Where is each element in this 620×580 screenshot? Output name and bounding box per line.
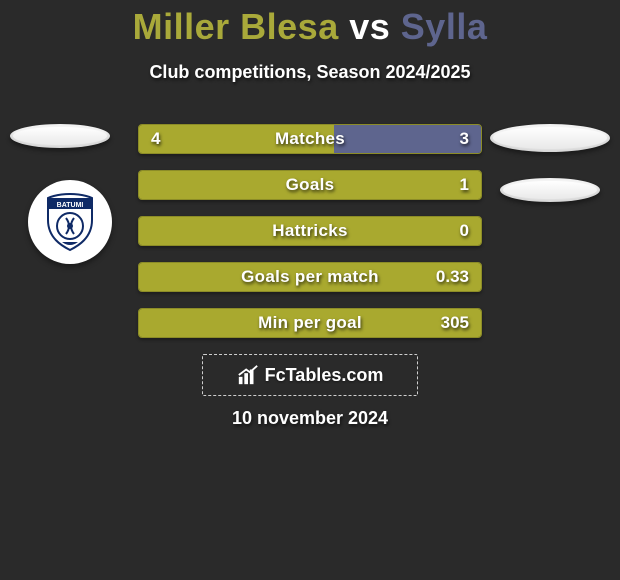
placeholder-ellipse — [10, 124, 110, 148]
stat-row: Goals per match0.33 — [138, 262, 482, 292]
stat-label: Hattricks — [139, 217, 481, 245]
club-crest-badge: BATUMI — [28, 180, 112, 264]
svg-text:BATUMI: BATUMI — [57, 202, 84, 209]
stat-label: Min per goal — [139, 309, 481, 337]
stat-row: Hattricks0 — [138, 216, 482, 246]
stat-row: Matches4 3 — [138, 124, 482, 154]
stat-row: Goals1 — [138, 170, 482, 200]
stat-row: Min per goal305 — [138, 308, 482, 338]
comparison-bars: Matches4 3 Goals1 Hattricks0 Goals per match… — [138, 124, 482, 354]
season-subtitle: Club competitions, Season 2024/2025 — [0, 62, 620, 83]
stat-value-player2: 1 — [460, 171, 469, 199]
player2-name: Sylla — [401, 6, 488, 47]
comparison-title: Miller Blesa vs Sylla — [0, 0, 620, 48]
stat-label: Goals per match — [139, 263, 481, 291]
vs-text: vs — [349, 6, 390, 47]
placeholder-ellipse — [490, 124, 610, 152]
stat-value-player1: 4 — [151, 125, 160, 153]
stat-label: Matches — [139, 125, 481, 153]
stat-value-player2: 0.33 — [436, 263, 469, 291]
site-attribution: FcTables.com — [202, 354, 418, 396]
barchart-icon — [237, 364, 259, 386]
placeholder-ellipse — [500, 178, 600, 202]
stat-value-player2: 305 — [441, 309, 469, 337]
site-name: FcTables.com — [265, 365, 384, 386]
snapshot-date: 10 november 2024 — [0, 408, 620, 429]
stat-value-player2: 3 — [460, 125, 469, 153]
stat-label: Goals — [139, 171, 481, 199]
player1-name: Miller Blesa — [133, 6, 339, 47]
stat-value-player2: 0 — [460, 217, 469, 245]
club-crest-icon: BATUMI — [38, 190, 102, 254]
